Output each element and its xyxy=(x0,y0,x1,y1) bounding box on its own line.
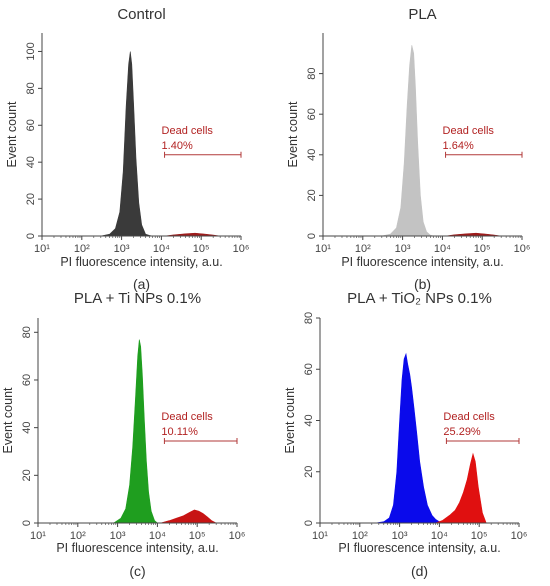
dead-cells-histogram xyxy=(435,452,487,524)
y-tick-label: 0 xyxy=(303,520,315,526)
gate-percentage: 10.11% xyxy=(161,426,198,438)
x-axis-label: PI fluorescence intensity, a.u. xyxy=(338,541,500,555)
y-tick-label: 20 xyxy=(25,193,37,205)
panel-label: (d) xyxy=(411,563,428,579)
x-tick-label: 10¹ xyxy=(315,243,331,255)
x-tick-label: 10⁶ xyxy=(233,243,250,255)
gate-label: Dead cells xyxy=(443,411,495,423)
y-axis-label: Event count xyxy=(5,101,19,168)
x-tick-label: 10¹ xyxy=(30,530,46,542)
x-tick-label: 10² xyxy=(352,530,368,542)
y-axis-label: Event count xyxy=(286,101,300,168)
x-tick-label: 10⁵ xyxy=(193,243,210,255)
x-tick-label: 10⁶ xyxy=(229,530,246,542)
panel-label: (c) xyxy=(129,563,145,579)
chart-title: PLA xyxy=(408,6,436,23)
chart-title: PLA + TiO₂ NPs 0.1% xyxy=(347,290,492,307)
y-tick-label: 20 xyxy=(303,466,315,478)
y-tick-label: 40 xyxy=(306,149,318,161)
y-tick-label: 80 xyxy=(21,326,33,338)
panel-label: (b) xyxy=(414,276,431,292)
y-tick-label: 40 xyxy=(25,156,37,168)
y-tick-label: 0 xyxy=(25,233,37,239)
x-tick-label: 10³ xyxy=(392,530,408,542)
y-tick-label: 60 xyxy=(306,108,318,120)
x-tick-label: 10⁴ xyxy=(434,243,451,255)
x-tick-label: 10² xyxy=(74,243,90,255)
gate-percentage: 25.29% xyxy=(443,426,481,438)
y-tick-label: 80 xyxy=(306,67,318,79)
x-axis-label: PI fluorescence intensity, a.u. xyxy=(341,255,503,269)
x-tick-label: 10⁵ xyxy=(474,243,491,255)
y-tick-label: 60 xyxy=(25,119,37,131)
gate-label: Dead cells xyxy=(161,411,213,423)
panel-1: Control 10¹ 10² 10³ 10⁴ 10⁵ 10⁶ 0 20 40 60 80 100 PI … xyxy=(5,6,249,292)
panel-label: (a) xyxy=(133,276,150,292)
y-tick-label: 20 xyxy=(306,189,318,201)
y-tick-label: 80 xyxy=(25,82,37,94)
gate-percentage: 1.64% xyxy=(443,140,474,152)
live-cells-histogram xyxy=(100,51,153,237)
y-axis-label: Event count xyxy=(1,387,15,454)
x-axis-label: PI fluorescence intensity, a.u. xyxy=(60,255,222,269)
x-tick-label: 10² xyxy=(355,243,371,255)
live-cells-histogram xyxy=(375,352,446,524)
x-tick-label: 10¹ xyxy=(34,243,50,255)
x-tick-label: 10¹ xyxy=(312,530,328,542)
y-tick-label: 60 xyxy=(303,363,315,375)
y-tick-label: 100 xyxy=(25,42,37,60)
gate-label: Dead cells xyxy=(162,125,214,137)
y-tick-label: 80 xyxy=(303,312,315,324)
dead-cells-histogram xyxy=(160,509,217,524)
gate-label: Dead cells xyxy=(443,125,495,137)
chart-title: Control xyxy=(117,6,165,23)
panel-3: PLA + Ti NPs 0.1% 10¹ 10² 10³ 10⁴ 10⁵ 10⁶ 0 20 40… xyxy=(1,290,245,579)
x-tick-label: 10⁶ xyxy=(511,530,528,542)
y-tick-label: 40 xyxy=(303,414,315,426)
x-tick-label: 10³ xyxy=(114,243,130,255)
panel-4: PLA + TiO₂ NPs 0.1% 10¹ 10² 10³ 10⁴ 10⁵ 10⁶ 0 20… xyxy=(283,290,527,579)
panel-2: PLA 10¹ 10² 10³ 10⁴ 10⁵ 10⁶ 0 20 40 60 80 PI fluores… xyxy=(286,6,530,292)
y-tick-label: 0 xyxy=(21,520,33,526)
chart-title: PLA + Ti NPs 0.1% xyxy=(74,290,201,307)
x-tick-label: 10⁴ xyxy=(153,243,170,255)
live-cells-histogram xyxy=(112,339,159,524)
x-tick-label: 10⁶ xyxy=(514,243,531,255)
live-cells-histogram xyxy=(381,45,434,237)
x-axis-label: PI fluorescence intensity, a.u. xyxy=(56,541,218,555)
x-tick-label: 10³ xyxy=(110,530,126,542)
x-tick-label: 10² xyxy=(70,530,86,542)
y-tick-label: 20 xyxy=(21,469,33,481)
x-tick-label: 10³ xyxy=(395,243,411,255)
y-tick-label: 60 xyxy=(21,374,33,386)
y-axis-label: Event count xyxy=(283,387,297,454)
x-tick-label: 10⁴ xyxy=(149,530,166,542)
gate-percentage: 1.40% xyxy=(162,140,193,152)
x-tick-label: 10⁵ xyxy=(471,530,488,542)
y-tick-label: 40 xyxy=(21,422,33,434)
y-tick-label: 0 xyxy=(306,233,318,239)
x-tick-label: 10⁴ xyxy=(431,530,448,542)
x-tick-label: 10⁵ xyxy=(189,530,206,542)
